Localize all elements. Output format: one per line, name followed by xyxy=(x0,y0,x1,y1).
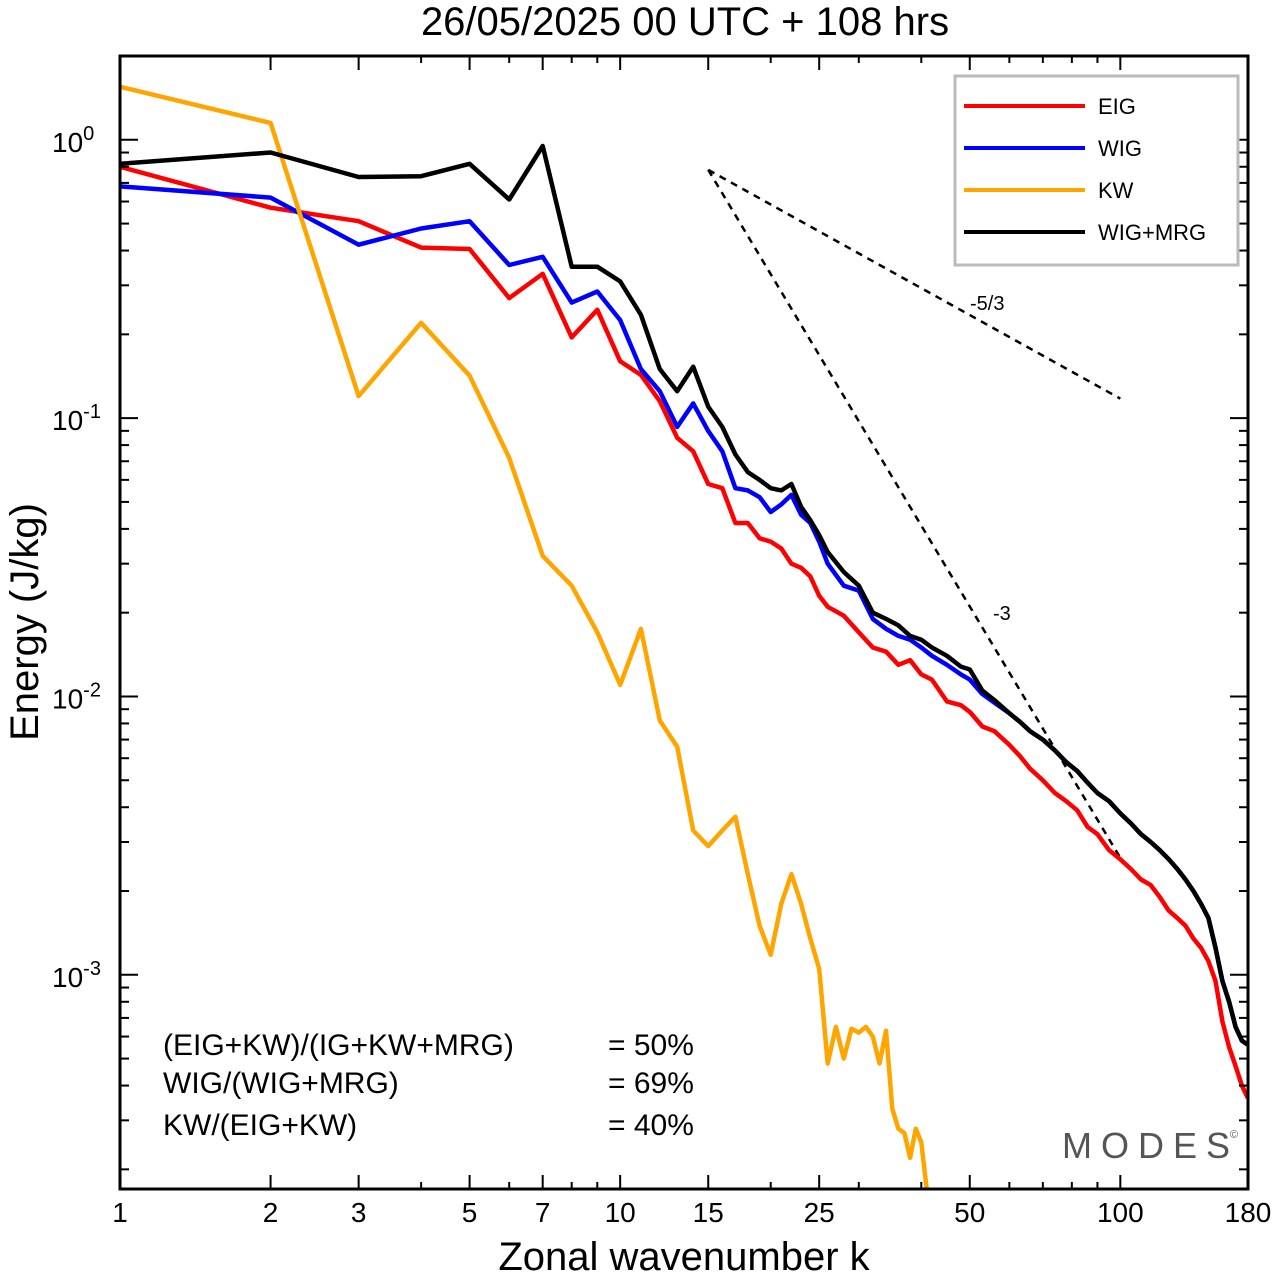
legend-label-eig: EIG xyxy=(1098,94,1136,119)
series-line-wig-mrg xyxy=(120,143,1248,1047)
legend-label-wig-mrg: WIG+MRG xyxy=(1098,220,1206,245)
stat-label-wig: WIG/(WIG+MRG) xyxy=(163,1067,399,1100)
legend-label-kw: KW xyxy=(1098,178,1134,203)
copyright-mark: © xyxy=(1230,1129,1238,1141)
y-axis-label: Energy (J/kg) xyxy=(3,503,47,741)
stat-value-eig-kw: = 50% xyxy=(608,1029,694,1062)
chart-title: 26/05/2025 00 UTC + 108 hrs xyxy=(421,0,949,44)
reference-line-minus-5-3 xyxy=(707,168,1121,400)
legend-label-wig: WIG xyxy=(1098,136,1142,161)
stats-annotations: (EIG+KW)/(IG+KW+MRG) = 50% WIG/(WIG+MRG)… xyxy=(163,1029,694,1142)
series-group xyxy=(120,84,1248,1189)
series-line-eig xyxy=(120,164,1248,1100)
x-tick-label: 15 xyxy=(693,1197,724,1228)
x-tick-label: 2 xyxy=(263,1197,279,1228)
legend: EIG WIG KW WIG+MRG xyxy=(953,74,1240,267)
y-tick-label: 10-2 xyxy=(52,679,101,714)
plot-frame xyxy=(118,54,1250,1191)
x-tick-label: 100 xyxy=(1097,1197,1144,1228)
x-tick-label: 1 xyxy=(112,1197,128,1228)
series-line-kw xyxy=(120,84,929,1189)
stat-label-kw: KW/(EIG+KW) xyxy=(163,1109,357,1142)
x-tick-label: 10 xyxy=(605,1197,636,1228)
x-tick-label: 7 xyxy=(535,1197,551,1228)
stat-value-kw: = 40% xyxy=(608,1109,694,1142)
logo-text: MODES xyxy=(1062,1125,1239,1166)
x-tick-label: 5 xyxy=(462,1197,478,1228)
stat-value-wig: = 69% xyxy=(608,1067,694,1100)
slope-label-minus-5-3: -5/3 xyxy=(970,293,1004,315)
series-line-wig xyxy=(120,184,1248,1047)
plot-area: -5/3 -3 xyxy=(120,84,1248,1189)
x-tick-label: 25 xyxy=(804,1197,835,1228)
axis-ticks: 1 2 3 5 7 10 15 25 50 100 180 100 10-1 10-2 10-3 xyxy=(52,55,1272,1228)
x-axis-label: Zonal wavenumber k xyxy=(498,1235,870,1279)
slope-label-minus-3: -3 xyxy=(993,603,1011,625)
stat-label-eig-kw: (EIG+KW)/(IG+KW+MRG) xyxy=(163,1029,514,1062)
y-tick-label: 100 xyxy=(52,123,94,158)
modes-logo: MODES © xyxy=(1062,1125,1239,1166)
y-tick-label: 10-3 xyxy=(52,958,101,993)
y-tick-label: 10-1 xyxy=(52,401,101,436)
x-tick-label: 180 xyxy=(1225,1197,1272,1228)
x-tick-label: 3 xyxy=(351,1197,367,1228)
reference-line-minus-3 xyxy=(707,169,1122,859)
x-tick-label: 50 xyxy=(954,1197,985,1228)
